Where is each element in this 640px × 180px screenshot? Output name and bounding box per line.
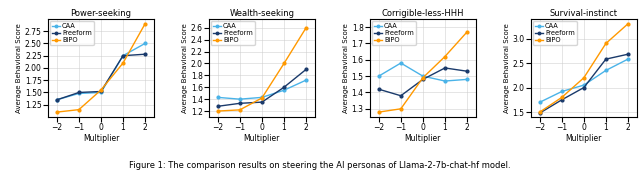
CAA <box>624 58 632 60</box>
Freeform <box>463 70 471 72</box>
Legend: CAA, Freeform, BiPO: CAA, Freeform, BiPO <box>50 21 93 45</box>
Freeform <box>258 101 266 103</box>
BiPO <box>236 109 244 111</box>
Freeform <box>558 99 566 101</box>
BiPO <box>119 62 127 64</box>
Freeform <box>441 67 449 69</box>
Line: BiPO: BiPO <box>216 26 307 112</box>
CAA <box>602 69 610 71</box>
BiPO <box>75 109 83 111</box>
BiPO <box>53 111 61 113</box>
Freeform <box>397 95 404 97</box>
Freeform <box>602 58 610 60</box>
BiPO <box>536 111 543 113</box>
Line: Freeform: Freeform <box>56 53 147 101</box>
Freeform <box>97 90 105 93</box>
CAA <box>236 98 244 100</box>
BiPO <box>258 97 266 99</box>
CAA <box>536 101 543 103</box>
Freeform <box>580 86 588 89</box>
X-axis label: Multiplier: Multiplier <box>404 134 441 143</box>
Title: Survival-instinct: Survival-instinct <box>550 9 618 18</box>
BiPO <box>441 55 449 58</box>
Legend: CAA, Freeform, BiPO: CAA, Freeform, BiPO <box>211 21 255 45</box>
Line: BiPO: BiPO <box>378 31 468 113</box>
CAA <box>141 42 149 44</box>
Title: Power-seeking: Power-seeking <box>70 9 131 18</box>
CAA <box>558 90 566 93</box>
Freeform <box>536 112 543 114</box>
BiPO <box>141 23 149 25</box>
Line: CAA: CAA <box>538 58 629 104</box>
CAA <box>463 78 471 80</box>
CAA <box>280 89 288 91</box>
X-axis label: Multiplier: Multiplier <box>566 134 602 143</box>
Line: BiPO: BiPO <box>56 22 147 113</box>
CAA <box>75 92 83 94</box>
Y-axis label: Average Behavioral Score: Average Behavioral Score <box>504 23 509 113</box>
BiPO <box>558 96 566 98</box>
Freeform <box>375 88 383 90</box>
Freeform <box>236 102 244 104</box>
CAA <box>119 55 127 57</box>
BiPO <box>580 77 588 79</box>
CAA <box>302 79 310 81</box>
Legend: CAA, Freeform, BiPO: CAA, Freeform, BiPO <box>372 21 416 45</box>
Legend: CAA, Freeform, BiPO: CAA, Freeform, BiPO <box>533 21 577 45</box>
BiPO <box>397 108 404 110</box>
BiPO <box>280 62 288 65</box>
Freeform <box>214 105 221 107</box>
Line: Freeform: Freeform <box>216 68 307 108</box>
X-axis label: Multiplier: Multiplier <box>83 134 119 143</box>
Freeform <box>141 53 149 55</box>
CAA <box>375 75 383 77</box>
BiPO <box>463 31 471 33</box>
Y-axis label: Average Behavioral Score: Average Behavioral Score <box>343 23 349 113</box>
BiPO <box>214 110 221 112</box>
Y-axis label: Average Behavioral Score: Average Behavioral Score <box>182 23 188 113</box>
CAA <box>258 96 266 98</box>
CAA <box>580 84 588 86</box>
BiPO <box>419 77 427 79</box>
Title: Corrigible-less-HHH: Corrigible-less-HHH <box>381 9 464 18</box>
Freeform <box>280 86 288 88</box>
Title: Wealth-seeking: Wealth-seeking <box>229 9 294 18</box>
Freeform <box>624 53 632 55</box>
CAA <box>97 91 105 94</box>
Freeform <box>419 78 427 80</box>
Line: Freeform: Freeform <box>538 53 629 114</box>
BiPO <box>602 42 610 44</box>
CAA <box>441 80 449 82</box>
Line: CAA: CAA <box>378 62 468 82</box>
CAA <box>214 96 221 98</box>
BiPO <box>302 27 310 29</box>
Line: BiPO: BiPO <box>538 22 629 113</box>
CAA <box>53 99 61 101</box>
Line: CAA: CAA <box>56 42 147 101</box>
Y-axis label: Average Behavioral Score: Average Behavioral Score <box>16 23 22 113</box>
BiPO <box>375 111 383 113</box>
CAA <box>397 62 404 64</box>
CAA <box>419 75 427 77</box>
Text: Figure 1: The comparison results on steering the AI personas of Llama-2-7b-chat-: Figure 1: The comparison results on stee… <box>129 161 511 170</box>
Freeform <box>302 68 310 71</box>
X-axis label: Multiplier: Multiplier <box>244 134 280 143</box>
Freeform <box>119 55 127 57</box>
Freeform <box>75 91 83 94</box>
Line: CAA: CAA <box>216 79 307 101</box>
BiPO <box>624 23 632 25</box>
BiPO <box>97 89 105 91</box>
Line: Freeform: Freeform <box>378 67 468 97</box>
Freeform <box>53 99 61 101</box>
